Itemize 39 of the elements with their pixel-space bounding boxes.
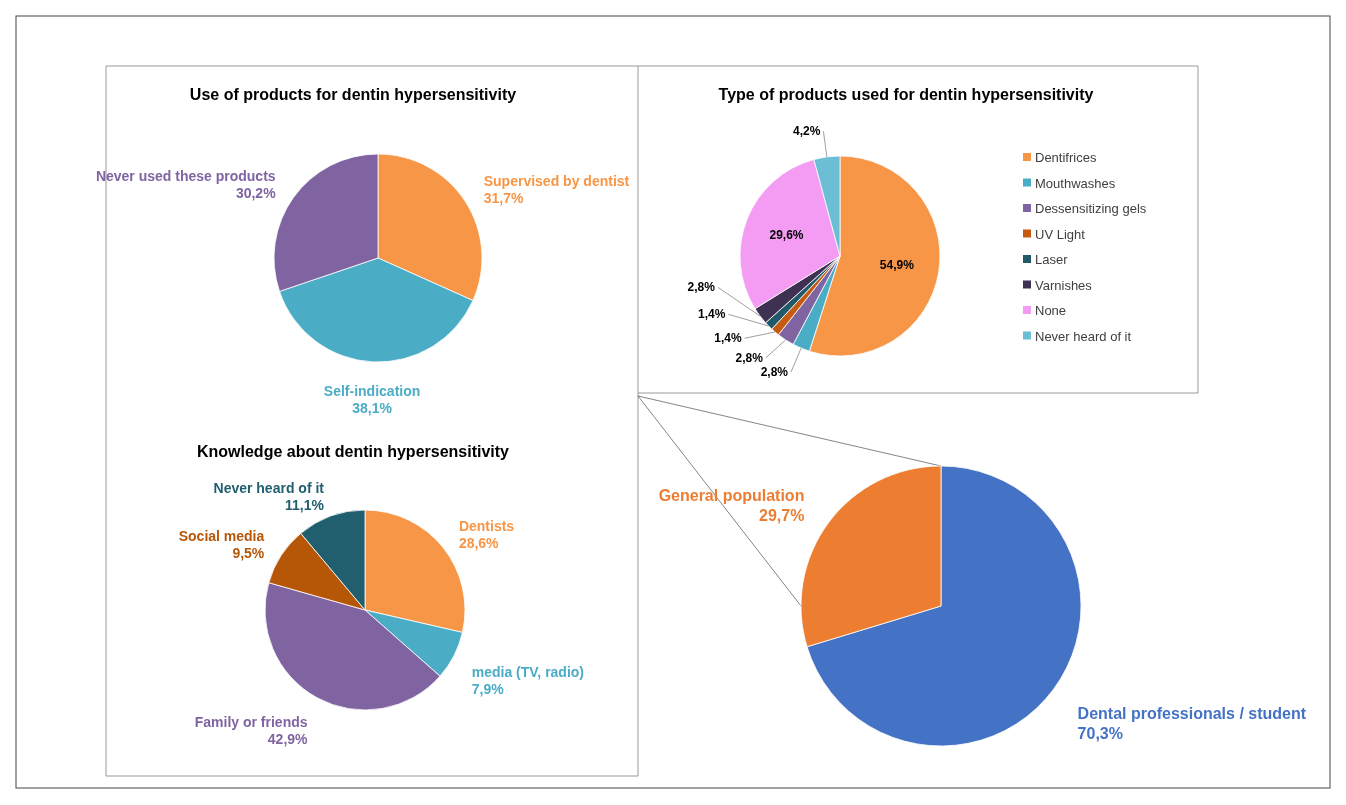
chart-title: Type of products used for dentin hypersensitivity xyxy=(718,86,1094,103)
chart-title: Use of products for dentin hypersensitivity xyxy=(189,86,517,103)
data-label: 29,7% xyxy=(759,506,805,524)
data-label: 54,9% xyxy=(879,257,915,272)
slice-label: Supervised by dentist xyxy=(483,172,630,189)
data-label: 9,5% xyxy=(232,544,265,561)
data-label: 70,3% xyxy=(1077,725,1123,743)
legend-label: Dentifrices xyxy=(1035,150,1097,165)
data-label: 30,2% xyxy=(235,184,277,201)
data-label: 29,6% xyxy=(769,227,804,242)
slice-label: General population xyxy=(658,486,805,504)
slice-label: Family or friends xyxy=(194,714,308,731)
data-label: 2,8% xyxy=(735,350,764,365)
legend-label: UV Light xyxy=(1035,226,1086,242)
slice-label: Never heard of it xyxy=(213,480,325,497)
data-label: 7,9% xyxy=(471,680,505,697)
data-label: 28,6% xyxy=(458,535,500,552)
legend-label: Varnishes xyxy=(1035,277,1093,293)
slice-label: Self-indication xyxy=(323,382,421,399)
data-label: 2,8% xyxy=(687,280,716,295)
slice-label: Dental professionals / student xyxy=(1077,705,1307,723)
slice-label: Social media xyxy=(178,527,265,544)
data-label: 2,8% xyxy=(760,365,789,380)
data-label: 1,4% xyxy=(697,307,726,322)
data-label: 11,1% xyxy=(285,497,325,514)
data-label: 4,2% xyxy=(793,124,821,139)
slice-label: media (TV, radio) xyxy=(471,663,585,680)
legend-label: Laser xyxy=(1035,252,1069,267)
legend-label: Never heard of it xyxy=(1035,328,1132,344)
data-label: 38,1% xyxy=(352,399,393,416)
legend-label: Mouthwashes xyxy=(1035,175,1116,191)
legend-label: None xyxy=(1035,303,1067,318)
data-label: 42,9% xyxy=(267,731,309,748)
slice-label: Dentists xyxy=(458,518,515,535)
slice-label: Never used these products xyxy=(95,167,276,184)
legend-label: Dessensitizing gels xyxy=(1035,201,1147,216)
data-label: 1,4% xyxy=(714,331,742,346)
chart-title: Knowledge about dentin hypersensitivity xyxy=(196,443,510,460)
data-label: 31,7% xyxy=(483,189,524,206)
